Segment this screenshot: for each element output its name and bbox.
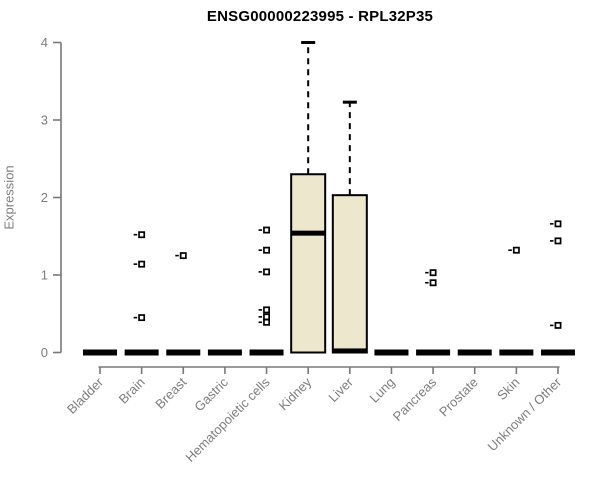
collapsed-box-pancreas bbox=[416, 349, 451, 356]
y-tick-label: 2 bbox=[41, 190, 48, 205]
x-tick-label: Kidney bbox=[276, 374, 315, 413]
outlier-point bbox=[138, 231, 146, 239]
median-line-kidney bbox=[291, 230, 326, 236]
y-tick-label: 1 bbox=[41, 268, 48, 283]
collapsed-box-bladder bbox=[83, 349, 117, 356]
collapsed-box-skin bbox=[499, 349, 534, 356]
x-tick-label: Pancreas bbox=[390, 374, 440, 424]
outlier-point bbox=[138, 314, 146, 322]
median-line-liver bbox=[332, 348, 367, 354]
box-kidney bbox=[290, 173, 327, 354]
x-tick-label: Brain bbox=[116, 375, 148, 407]
collapsed-box-gastric bbox=[207, 349, 242, 356]
outlier-point bbox=[263, 306, 270, 314]
x-tick-label: Skin bbox=[494, 375, 522, 403]
outlier-point bbox=[179, 252, 187, 260]
y-tick-label: 4 bbox=[41, 35, 48, 50]
x-tick-label: Unknown / Other bbox=[485, 374, 565, 454]
y-tick-label: 0 bbox=[41, 345, 48, 360]
x-tick-label: Prostate bbox=[436, 375, 481, 420]
outlier-point bbox=[429, 279, 437, 287]
collapsed-box-brain bbox=[124, 349, 159, 356]
box-liver bbox=[331, 194, 368, 354]
outlier-point bbox=[263, 313, 270, 321]
outlier-point bbox=[263, 268, 270, 276]
outlier-point bbox=[138, 260, 146, 268]
outlier-point bbox=[554, 237, 562, 245]
collapsed-box-unknown-other bbox=[541, 349, 576, 356]
outlier-point bbox=[263, 318, 270, 326]
x-tick-label: Gastric bbox=[191, 374, 231, 414]
x-tick-label: Liver bbox=[325, 374, 356, 405]
x-tick-label: Breast bbox=[152, 374, 189, 411]
y-tick-label: 3 bbox=[41, 113, 48, 128]
outlier-point bbox=[554, 321, 562, 329]
collapsed-box-hematopoietic-cells bbox=[249, 349, 284, 356]
outlier-point bbox=[554, 220, 562, 228]
outlier-point bbox=[512, 246, 520, 254]
collapsed-box-breast bbox=[166, 349, 201, 356]
outlier-point bbox=[429, 269, 437, 277]
outlier-point bbox=[263, 246, 270, 254]
chart-title: ENSG00000223995 - RPL32P35 bbox=[206, 8, 434, 25]
collapsed-box-prostate bbox=[457, 349, 492, 356]
collapsed-box-lung bbox=[374, 349, 409, 356]
x-tick-label: Bladder bbox=[64, 374, 107, 417]
outlier-point bbox=[263, 226, 270, 234]
x-tick-label: Lung bbox=[367, 375, 398, 406]
